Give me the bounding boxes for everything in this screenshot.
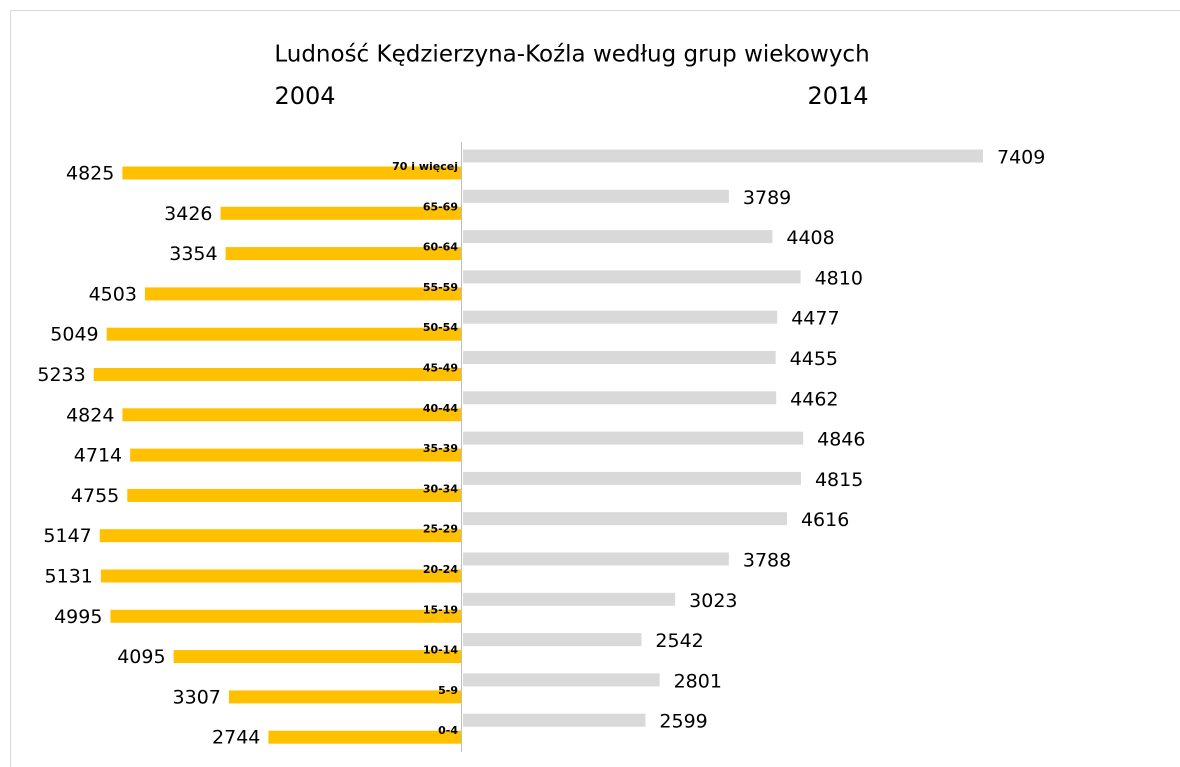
data-label: 4455	[790, 348, 838, 370]
category-label: 15-19	[423, 603, 458, 616]
bar	[463, 391, 777, 405]
category-label: 25-29	[423, 523, 458, 536]
bar	[463, 230, 773, 244]
bar	[268, 730, 461, 744]
bar	[463, 552, 729, 566]
category-label: 35-39	[423, 442, 458, 455]
category-label: 10-14	[423, 644, 459, 657]
data-label: 4408	[786, 227, 834, 249]
bar	[463, 713, 646, 727]
data-label: 3354	[169, 243, 217, 265]
bar	[463, 471, 801, 485]
data-label: 2801	[674, 670, 722, 692]
bar	[127, 488, 461, 502]
bar	[99, 529, 461, 543]
bar	[106, 327, 462, 341]
data-label: 4995	[54, 606, 102, 628]
data-label: 3023	[689, 590, 737, 612]
data-label: 5233	[37, 364, 85, 386]
data-label: 3789	[743, 187, 791, 209]
chart-frame	[10, 10, 1180, 767]
data-label: 4477	[791, 308, 839, 330]
bar	[110, 609, 461, 623]
bar	[93, 368, 462, 381]
data-label: 4095	[117, 646, 165, 668]
data-label: 4825	[66, 163, 114, 185]
bar	[228, 690, 461, 704]
category-label: 0-4	[438, 724, 458, 737]
bar	[463, 351, 776, 364]
category-label: 45-49	[423, 362, 458, 375]
bar	[130, 448, 462, 462]
category-label: 50-54	[423, 321, 459, 334]
data-label: 7409	[997, 147, 1045, 169]
data-label: 3307	[173, 686, 221, 708]
bar	[220, 206, 461, 220]
data-label: 4616	[801, 509, 849, 531]
bar	[463, 592, 676, 606]
bar	[463, 149, 983, 163]
category-label: 20-24	[423, 563, 459, 576]
category-label: 55-59	[423, 281, 458, 294]
data-label: 4846	[817, 429, 865, 451]
bar	[463, 189, 729, 203]
category-label: 5-9	[438, 684, 458, 697]
data-label: 4714	[74, 445, 122, 467]
data-label: 2744	[212, 727, 260, 749]
data-label: 4755	[71, 485, 119, 507]
data-label: 2542	[655, 630, 703, 652]
bar	[463, 431, 804, 445]
category-label: 60-64	[423, 241, 459, 254]
bar	[463, 512, 787, 526]
bar	[173, 650, 462, 664]
bar	[463, 633, 642, 647]
bar	[225, 247, 461, 261]
data-label: 4810	[815, 267, 863, 289]
data-label: 4815	[815, 469, 863, 491]
bar	[463, 270, 801, 284]
category-label: 40-44	[423, 402, 459, 415]
data-label: 5131	[45, 566, 93, 588]
data-label: 4462	[790, 388, 838, 410]
bar	[144, 287, 462, 301]
data-label: 3788	[743, 550, 791, 572]
bar	[122, 166, 461, 180]
data-label: 3426	[164, 203, 212, 225]
data-label: 4824	[66, 404, 114, 426]
category-label: 30-34	[423, 482, 459, 495]
bar	[122, 408, 462, 422]
bar	[463, 673, 660, 687]
data-label: 5049	[50, 324, 98, 346]
bar	[100, 569, 461, 583]
category-label: 70 i więcej	[392, 160, 458, 173]
data-label: 2599	[659, 711, 707, 733]
category-label: 65-69	[423, 200, 458, 213]
chart-title: Ludność Kędzierzyna-Koźla według grup wi…	[274, 42, 869, 68]
data-label: 5147	[43, 525, 91, 547]
series-heading: 2004	[274, 82, 335, 110]
bar	[463, 310, 778, 324]
data-label: 4503	[89, 283, 137, 305]
series-heading: 2014	[807, 82, 868, 110]
